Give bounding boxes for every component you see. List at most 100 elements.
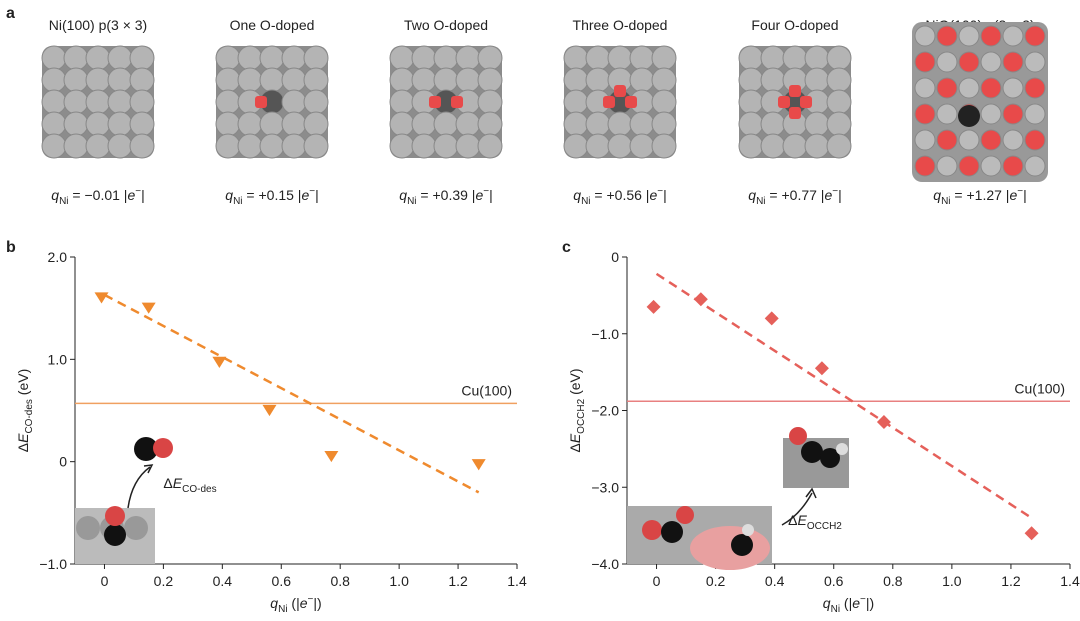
atom: [738, 133, 764, 159]
text-part: |: [489, 187, 493, 203]
atom: [914, 25, 936, 47]
atom: [477, 89, 503, 115]
reference-label: Cu(100): [1014, 380, 1065, 396]
panel-label: a: [6, 5, 15, 22]
atom: [281, 89, 307, 115]
atom: [782, 45, 808, 71]
text-part: Δ: [163, 475, 172, 491]
atom: [936, 155, 958, 177]
atom: [1002, 129, 1024, 151]
atom: [980, 25, 1002, 47]
inset-occh2: [627, 427, 849, 570]
text-part: CO-des: [24, 399, 35, 433]
x-tick-label: 1.0: [389, 573, 409, 589]
atom: [63, 45, 89, 71]
x-tick-label: 0.4: [213, 573, 233, 589]
atom: [129, 111, 155, 137]
text-part: E: [798, 512, 808, 528]
atom: [389, 67, 415, 93]
dopant: [789, 85, 801, 97]
atom: [63, 89, 89, 115]
atom: [63, 67, 89, 93]
atom: [760, 111, 786, 137]
reference-label: Cu(100): [461, 382, 512, 398]
x-tick-label: 1.4: [1060, 573, 1080, 589]
atom: [129, 45, 155, 71]
atom: [936, 25, 958, 47]
data-point: [141, 302, 156, 314]
atom: [914, 103, 936, 125]
atom: [804, 111, 830, 137]
atom: [629, 111, 655, 137]
text-part: Ni: [941, 196, 950, 207]
text-part: Ni: [59, 196, 68, 207]
annotation: ΔECO-des: [163, 475, 216, 495]
atom: [1024, 129, 1046, 151]
surface-image: [389, 45, 503, 159]
atom: [980, 77, 1002, 99]
atom: [980, 103, 1002, 125]
y-tick-label: 1.0: [48, 351, 68, 367]
atom: [433, 111, 459, 137]
text-part: = −0.01 |: [69, 187, 128, 203]
surface-title: One O-doped: [230, 17, 315, 33]
atom: [433, 133, 459, 159]
dopant: [603, 96, 615, 108]
dopant: [800, 96, 812, 108]
atom: [237, 133, 263, 159]
atom: [389, 111, 415, 137]
text-part: −: [308, 594, 314, 605]
data-point: [94, 292, 109, 304]
atom: [1002, 51, 1024, 73]
data-point: [212, 356, 227, 369]
atom: [215, 133, 241, 159]
text-part: |: [1023, 187, 1027, 203]
atom: [303, 45, 329, 71]
atom: [63, 111, 89, 137]
x-tick-label: 0.4: [765, 573, 785, 589]
x-tick-label: 0: [101, 573, 109, 589]
text-part: = +0.56 |: [591, 187, 650, 203]
text-part: −: [309, 186, 315, 197]
charge-label: qNi = +1.27 |e−|: [933, 186, 1026, 207]
atom: [107, 133, 133, 159]
text-part: = +0.15 |: [243, 187, 302, 203]
charge-label: qNi = +0.77 |e−|: [748, 186, 841, 207]
atom: [41, 111, 67, 137]
atom: [455, 111, 481, 137]
atom: [41, 133, 67, 159]
y-tick-label: 2.0: [48, 249, 68, 265]
x-tick-label: 0.8: [883, 573, 903, 589]
atom: [411, 45, 437, 71]
dopant: [778, 96, 790, 108]
x-tick-label: 0: [653, 573, 661, 589]
atom: [303, 67, 329, 93]
atom: [107, 67, 133, 93]
atom: [281, 111, 307, 137]
atom: [129, 67, 155, 93]
text-part: Ni: [407, 196, 416, 207]
atom: [1002, 77, 1024, 99]
text-part: E: [173, 475, 183, 491]
atom: [936, 51, 958, 73]
atom: [980, 129, 1002, 151]
atom: [41, 45, 67, 71]
atom: [804, 133, 830, 159]
atom: [303, 111, 329, 137]
atom: [607, 111, 633, 137]
atom: [563, 111, 589, 137]
text-part: Ni: [233, 196, 242, 207]
atom: [563, 89, 589, 115]
atom: [607, 45, 633, 71]
atom: [477, 133, 503, 159]
atom: [738, 67, 764, 93]
atom: [237, 111, 263, 137]
atom: [85, 133, 111, 159]
text-part: |: [141, 187, 145, 203]
atom: [936, 77, 958, 99]
text-part: e: [1009, 187, 1017, 203]
atom: [936, 103, 958, 125]
atom: [980, 155, 1002, 177]
text-part: −: [860, 594, 866, 605]
